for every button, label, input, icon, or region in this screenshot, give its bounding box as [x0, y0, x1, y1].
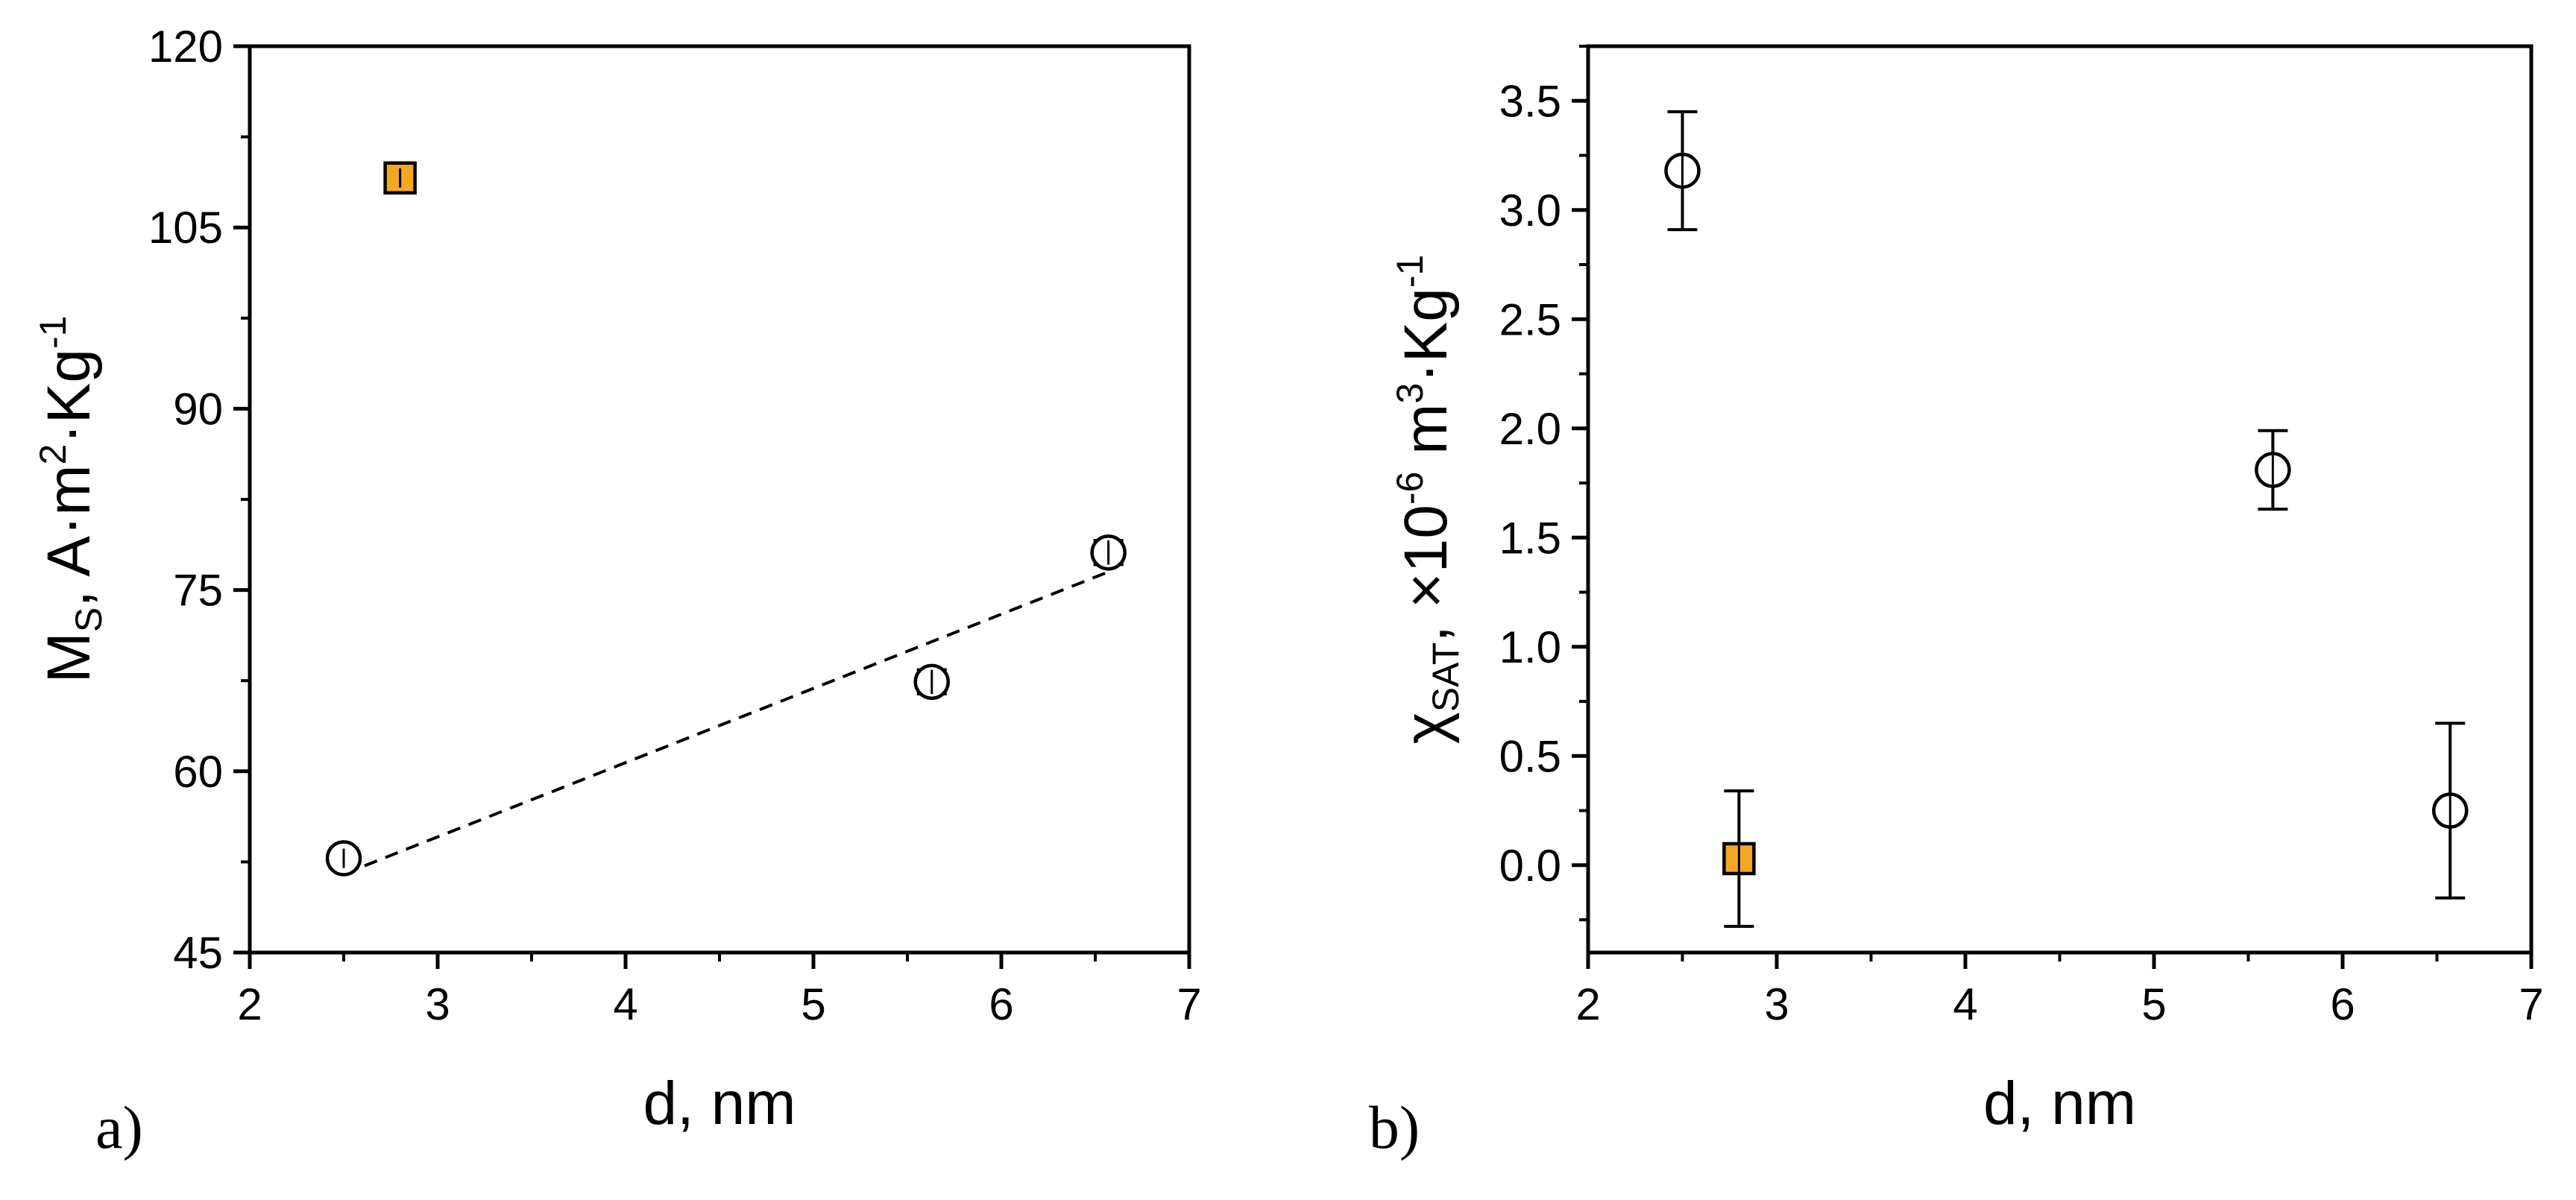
y-tick-label: 75	[173, 566, 223, 616]
y-axis-title-main: M	[35, 632, 103, 683]
plot-frame	[1586, 44, 2534, 955]
panel-b-chart: 2 3 4 5 6 7 0.0 0.5 1.0 1.5 2.0 2.5 3.0 3.5 d, nm χSAT,…	[1369, 44, 2544, 1161]
y-axis-title-rest2: ·Kg	[35, 349, 103, 444]
y-axis-title-rest: , ×10	[1392, 505, 1460, 642]
x-tick-label: 2	[1575, 979, 1600, 1029]
y-tick-label: 3.0	[1499, 186, 1561, 236]
y-tick-label: 1.0	[1499, 622, 1561, 672]
y-tick-label: 0.0	[1499, 841, 1561, 891]
x-tick-label: 3	[1764, 979, 1789, 1029]
y-axis-title-sup2: -1	[32, 316, 74, 349]
y-axis-title-rest3: ·Kg	[1392, 288, 1460, 383]
y-tick-label: 1.5	[1499, 513, 1561, 563]
y-tick-label: 3.5	[1499, 76, 1561, 126]
x-tick-label: 5	[2141, 979, 2166, 1029]
y-tick-label: 120	[148, 22, 223, 72]
x-axis-title: d, nm	[643, 1070, 796, 1137]
y-axis-title-sub: S	[68, 607, 110, 632]
y-axis-title-sub: SAT	[1425, 642, 1467, 713]
y-tick-label: 2.0	[1499, 404, 1561, 454]
x-tick-label: 5	[801, 979, 825, 1029]
x-tick-label: 3	[425, 979, 450, 1029]
x-axis-title: d, nm	[1983, 1070, 2136, 1137]
x-tick-label: 6	[2330, 979, 2355, 1029]
y-tick-label: 45	[173, 928, 223, 978]
x-tick-label: 6	[989, 979, 1013, 1029]
y-axis-title: MS, A·m2·Kg-1	[32, 316, 110, 683]
x-tick-label: 7	[2519, 979, 2543, 1029]
data-point-square	[383, 161, 417, 195]
y-axis-title-rest: , A·m	[35, 464, 103, 607]
y-tick-label: 2.5	[1499, 294, 1561, 344]
x-tick-label: 2	[237, 979, 262, 1029]
y-tick-label: 0.5	[1499, 731, 1561, 781]
y-axis-title-main: χ	[1392, 712, 1460, 744]
y-axis-title-rest2: m	[1392, 404, 1460, 472]
y-axis-title-sup: 2	[32, 444, 74, 465]
y-tick-label: 60	[173, 747, 223, 797]
fit-line	[343, 570, 1109, 876]
x-tick-label: 7	[1177, 979, 1201, 1029]
y-axis-title-sup3: -1	[1389, 255, 1431, 288]
y-tick-label: 105	[148, 203, 223, 253]
panel-label: b)	[1369, 1093, 1420, 1161]
y-axis-title-sup2: 3	[1389, 383, 1431, 404]
y-axis-title: χSAT, ×10-6 m3·Kg-1	[1389, 255, 1467, 745]
x-tick-label: 4	[1953, 979, 1977, 1029]
y-tick-label: 90	[173, 384, 223, 434]
y-axis-title-sup: -6	[1389, 472, 1431, 505]
panel-label: a)	[95, 1093, 143, 1161]
x-tick-label: 4	[613, 979, 637, 1029]
